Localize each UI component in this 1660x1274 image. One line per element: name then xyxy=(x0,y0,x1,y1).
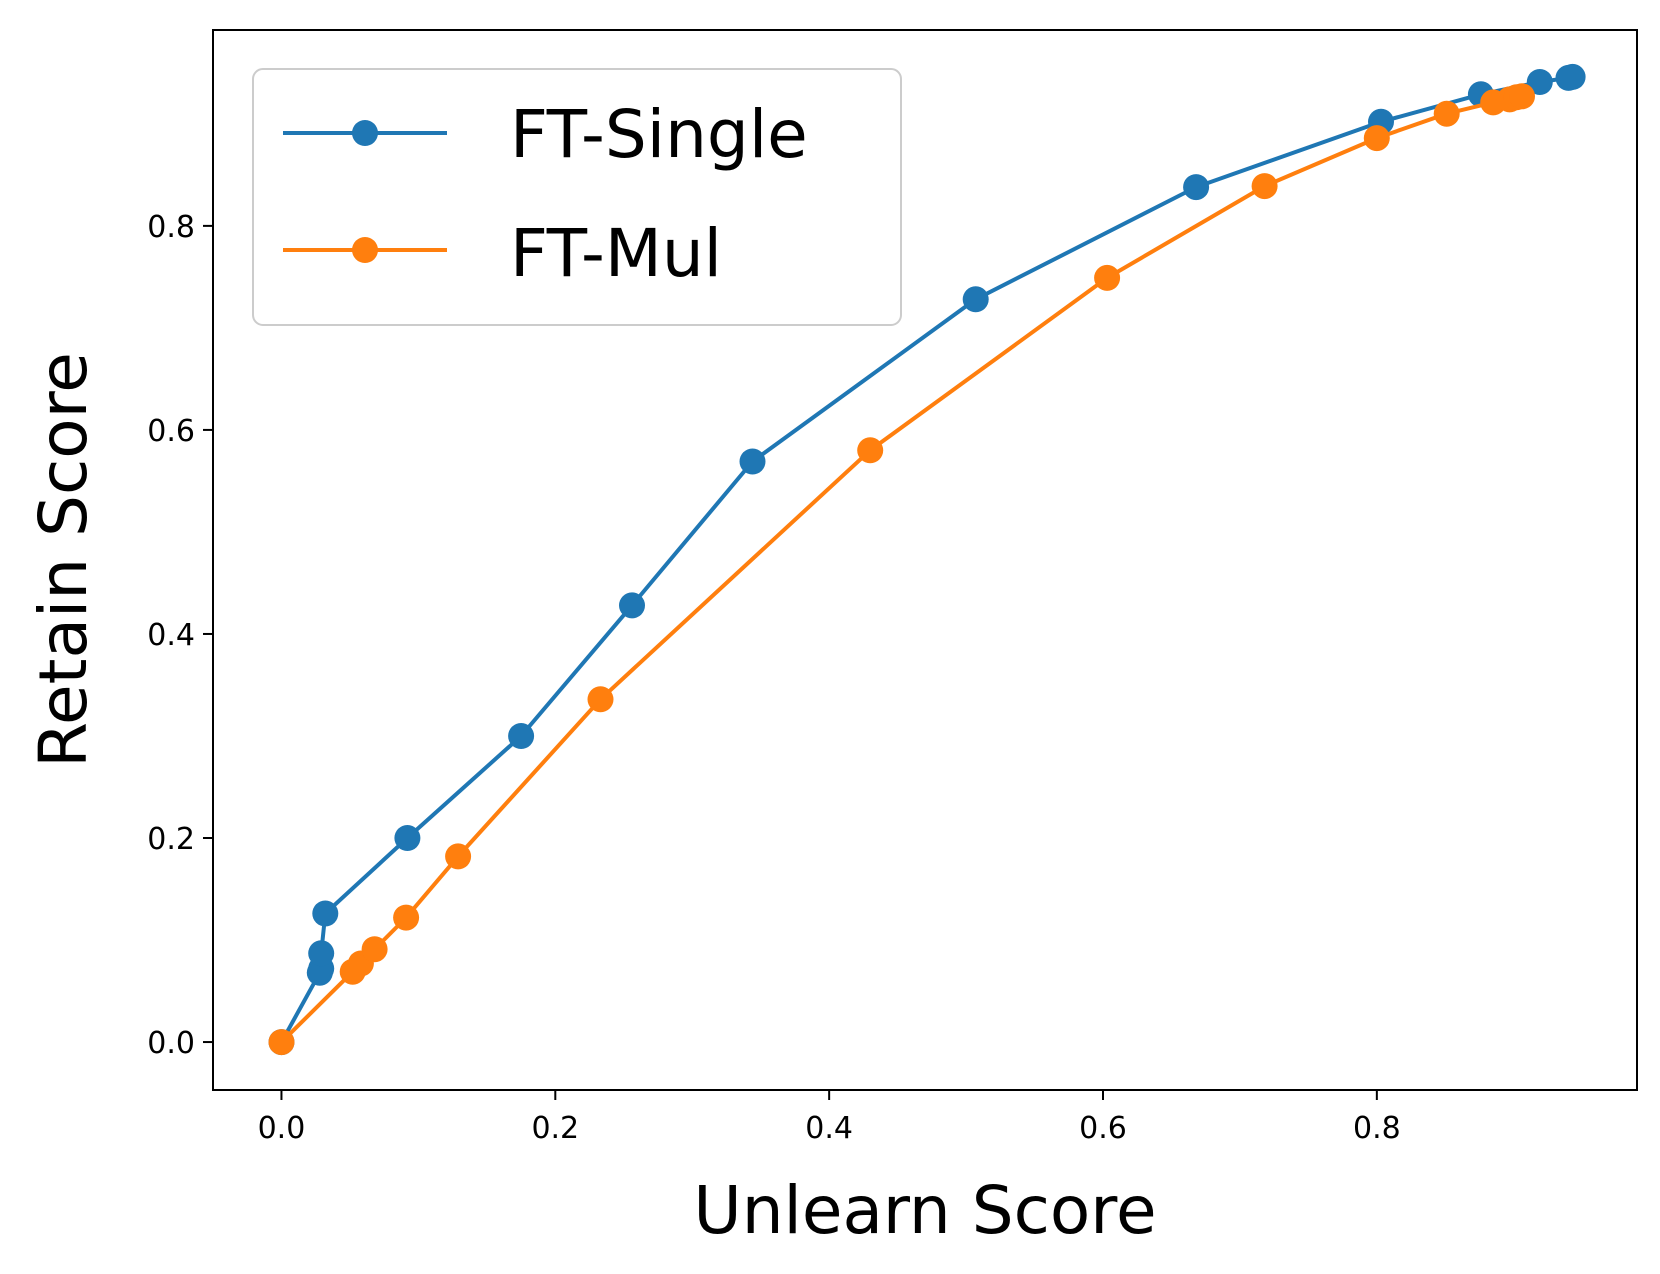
data-point-ft-single xyxy=(962,286,989,313)
legend: FT-Single FT-Mul xyxy=(252,68,902,326)
data-point-ft-mul xyxy=(857,437,884,464)
data-point-ft-mul xyxy=(587,686,614,713)
series-layer xyxy=(268,63,1586,1056)
legend-label-ft-single: FT-Single xyxy=(510,96,808,173)
legend-marker-ft-single xyxy=(352,120,378,146)
y-tick-label: 0.4 xyxy=(147,618,195,653)
legend-label-ft-mul: FT-Mul xyxy=(510,215,722,292)
data-point-ft-single xyxy=(619,592,645,619)
x-tick-label: 0.8 xyxy=(1353,1111,1401,1146)
data-point-ft-single xyxy=(1183,174,1210,201)
y-tick-label: 0.0 xyxy=(147,1026,195,1061)
x-tick-label: 0.4 xyxy=(805,1111,853,1146)
data-point-ft-mul xyxy=(1363,125,1390,152)
data-point-ft-mul xyxy=(445,843,472,870)
data-point-ft-single xyxy=(312,900,339,927)
data-point-ft-mul xyxy=(1251,173,1278,200)
y-tick-label: 0.2 xyxy=(147,822,195,857)
data-point-ft-mul xyxy=(1433,100,1460,127)
x-axis: 0.0 0.2 0.4 0.6 0.8 xyxy=(258,1090,1401,1146)
data-point-ft-single xyxy=(1559,63,1586,90)
x-tick-label: 0.0 xyxy=(258,1111,306,1146)
y-tick-label: 0.8 xyxy=(147,210,195,245)
data-point-ft-single xyxy=(394,825,421,851)
y-tick-label: 0.6 xyxy=(147,414,195,449)
data-point-ft-single xyxy=(308,940,335,967)
y-axis-label: Retain Score xyxy=(25,352,102,768)
legend-marker-ft-mul xyxy=(352,237,378,263)
x-tick-label: 0.6 xyxy=(1079,1111,1127,1146)
x-axis-label: Unlearn Score xyxy=(693,1172,1156,1249)
data-point-ft-mul xyxy=(268,1029,295,1056)
y-axis: 0.0 0.2 0.4 0.6 0.8 xyxy=(147,210,213,1061)
plot-frame xyxy=(212,29,1638,1091)
data-point-ft-single xyxy=(1526,69,1553,95)
data-point-ft-mul xyxy=(361,936,388,963)
data-point-ft-single xyxy=(508,723,535,749)
data-point-ft-mul xyxy=(1094,264,1121,291)
data-point-ft-mul xyxy=(393,904,420,931)
x-tick-label: 0.2 xyxy=(531,1111,579,1146)
data-point-ft-single xyxy=(739,448,766,475)
data-point-ft-mul xyxy=(1509,83,1535,110)
